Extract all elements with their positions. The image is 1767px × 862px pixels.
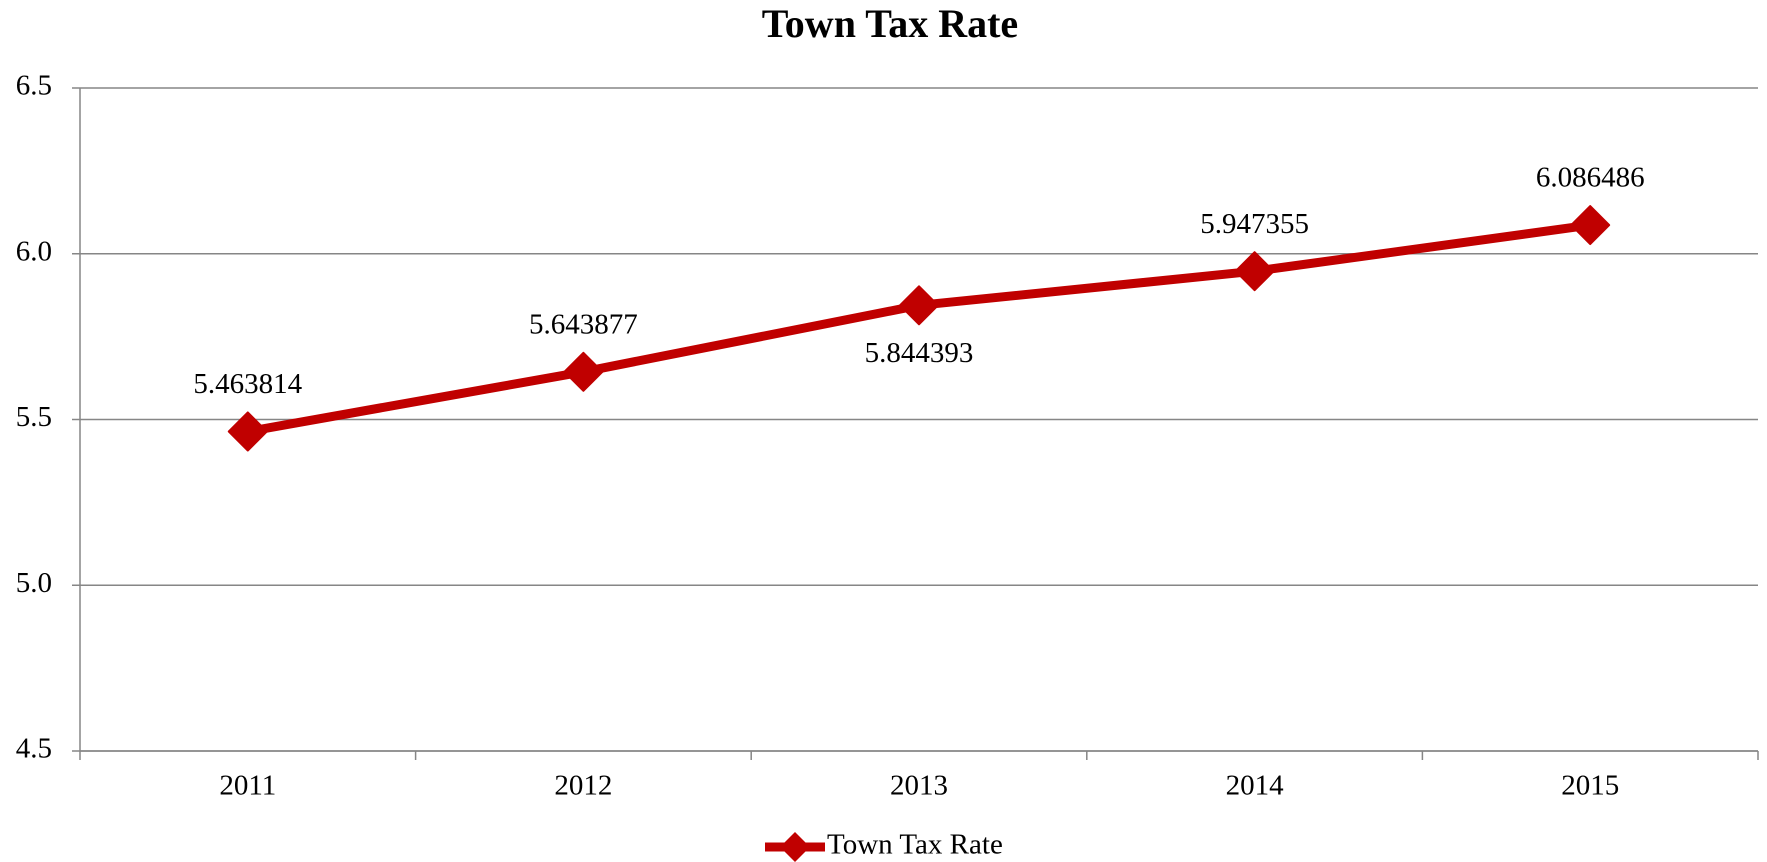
x-tick-label: 2013	[890, 770, 948, 802]
marker	[563, 351, 604, 392]
marker	[227, 411, 268, 452]
y-tick-label: 6.5	[16, 70, 52, 102]
x-tick-label: 2011	[219, 770, 276, 802]
y-tick-label: 4.5	[16, 733, 52, 765]
marker	[1234, 251, 1275, 292]
y-tick-label: 5.5	[16, 401, 52, 433]
legend-label: Town Tax Rate	[827, 829, 1003, 861]
y-tick-label: 6.0	[16, 235, 52, 267]
x-tick-label: 2014	[1226, 770, 1285, 802]
data-label: 5.844393	[865, 337, 974, 369]
legend-marker	[780, 832, 810, 862]
data-label: 5.947355	[1200, 208, 1309, 240]
x-tick-label: 2015	[1561, 770, 1619, 802]
chart-title: Town Tax Rate	[762, 1, 1018, 46]
marker	[899, 285, 939, 326]
data-label: 5.643877	[529, 308, 638, 340]
y-tick-label: 5.0	[16, 567, 52, 599]
line	[247, 220, 1591, 436]
data-label: 5.463814	[193, 368, 302, 400]
marker	[1570, 205, 1611, 246]
data-label: 6.086486	[1536, 162, 1645, 194]
x-tick-label: 2012	[554, 770, 612, 802]
